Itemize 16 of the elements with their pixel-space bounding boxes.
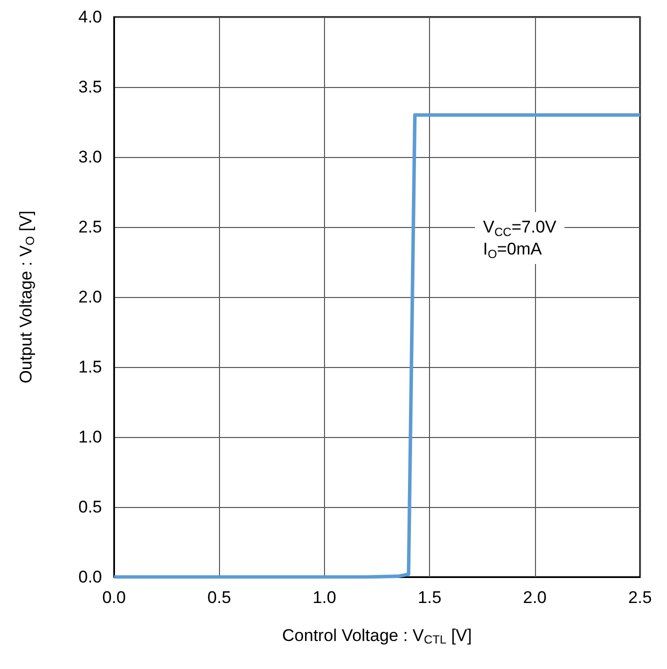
y-tick-label: 3.5 bbox=[78, 78, 102, 96]
x-tick-label: 1.5 bbox=[418, 588, 442, 607]
y-tick-label: 2.5 bbox=[78, 218, 102, 236]
y-tick-label: 1.5 bbox=[78, 358, 102, 376]
x-tick-label: 1.0 bbox=[312, 588, 336, 607]
x-tick-label: 0.0 bbox=[102, 588, 126, 607]
x-tick-label: 0.5 bbox=[207, 588, 232, 607]
y-tick-label: 4.0 bbox=[78, 8, 102, 26]
y-tick-label: 3.0 bbox=[78, 148, 102, 166]
x-tick-label: 2.5 bbox=[628, 588, 652, 607]
y-axis-title: Output Voltage : VO [V] bbox=[16, 210, 37, 384]
y-tick-label: 0.0 bbox=[78, 568, 102, 586]
y-tick-label: 1.0 bbox=[78, 428, 102, 446]
x-tick-label: 2.0 bbox=[522, 588, 547, 607]
y-tick-label: 2.0 bbox=[78, 288, 102, 306]
y-tick-label: 0.5 bbox=[78, 498, 102, 516]
